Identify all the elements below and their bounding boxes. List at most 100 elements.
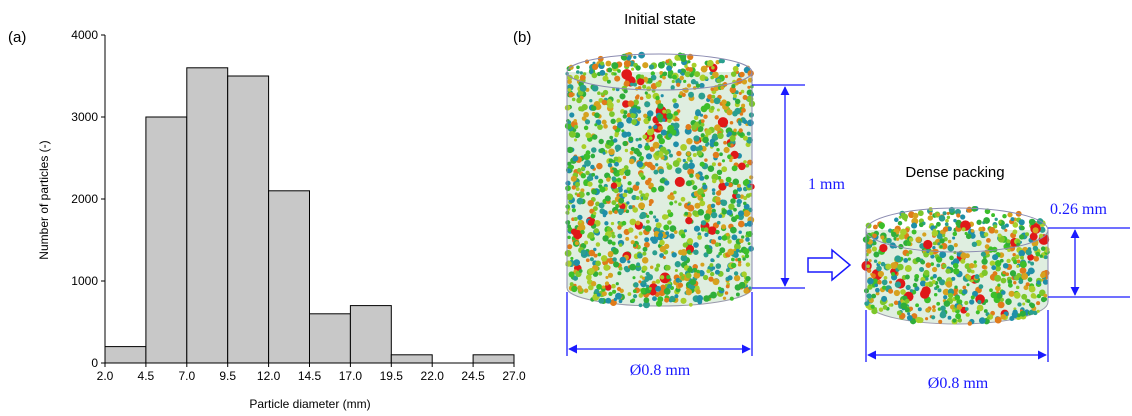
particle <box>991 246 998 253</box>
panel-label: (a) <box>8 29 26 46</box>
particle <box>969 233 976 239</box>
particle <box>897 220 903 226</box>
particle <box>717 162 722 167</box>
particle <box>694 71 701 78</box>
particle <box>932 274 937 279</box>
particle <box>866 268 872 273</box>
x-tick-label: 7.0 <box>178 369 195 383</box>
particle <box>924 282 930 287</box>
particle <box>618 266 623 271</box>
particle <box>911 222 918 229</box>
particle <box>699 200 706 207</box>
particle <box>937 288 942 293</box>
particle <box>622 175 627 180</box>
particle <box>985 237 991 243</box>
particle <box>1039 254 1043 258</box>
particle <box>741 107 746 113</box>
particle <box>733 94 737 98</box>
particle <box>1009 315 1015 322</box>
particle <box>935 256 943 263</box>
particle <box>717 286 722 291</box>
particle <box>597 55 604 62</box>
particle <box>633 55 637 59</box>
particle <box>665 162 670 166</box>
particle <box>669 295 676 302</box>
particle <box>612 289 617 294</box>
particle <box>715 263 722 269</box>
particle <box>872 233 877 239</box>
particle <box>733 243 741 251</box>
particle <box>644 91 648 95</box>
particle <box>687 204 695 212</box>
particle <box>614 133 619 138</box>
particle <box>635 181 640 186</box>
particle <box>874 283 879 288</box>
particle <box>567 244 573 250</box>
y-tick-label: 4000 <box>71 28 98 42</box>
particle <box>908 306 914 311</box>
particle <box>664 214 669 219</box>
particle <box>676 82 681 87</box>
particle <box>927 215 934 221</box>
particle <box>702 274 709 281</box>
particle <box>672 62 677 67</box>
particle <box>564 104 571 111</box>
particle <box>936 213 940 217</box>
particle <box>742 94 748 101</box>
particle <box>942 234 946 238</box>
particle <box>911 229 917 235</box>
particle <box>597 91 601 95</box>
particle <box>657 125 663 131</box>
particle <box>1028 285 1036 293</box>
particle <box>675 77 682 85</box>
particle <box>678 202 682 206</box>
particle <box>655 163 659 167</box>
y-tick-label: 1000 <box>71 274 98 288</box>
particle <box>882 305 888 310</box>
particle <box>720 199 728 207</box>
particle <box>641 276 646 280</box>
particle <box>736 203 741 208</box>
x-tick-label: 17.0 <box>339 369 363 383</box>
particle <box>1025 282 1030 287</box>
particle <box>952 236 956 240</box>
particle <box>744 253 750 259</box>
particle <box>965 233 972 240</box>
particle <box>657 185 665 192</box>
particle <box>748 286 752 290</box>
particle <box>706 247 713 255</box>
particle <box>684 71 691 78</box>
particle <box>697 234 703 240</box>
particle <box>1009 270 1017 277</box>
particle <box>625 236 630 241</box>
particle <box>572 155 579 162</box>
particle <box>610 182 618 189</box>
particle <box>945 268 951 274</box>
particle <box>585 258 590 263</box>
particle <box>1030 293 1036 299</box>
particle <box>666 118 672 123</box>
particle <box>944 222 949 227</box>
particle <box>693 135 700 142</box>
particle <box>576 65 580 70</box>
particle <box>594 288 600 294</box>
particle <box>939 311 947 319</box>
particle <box>1018 219 1025 226</box>
height-label: 0.26 mm <box>1050 201 1107 218</box>
particle <box>699 82 705 89</box>
particle <box>591 105 597 111</box>
particle <box>680 196 686 202</box>
particle <box>989 260 996 267</box>
particle <box>606 258 611 263</box>
particle <box>920 259 926 265</box>
particle <box>655 300 663 307</box>
particle <box>568 92 574 98</box>
particle <box>659 74 663 79</box>
particle <box>667 220 672 225</box>
particle <box>714 115 719 120</box>
particle <box>581 144 587 150</box>
particle <box>746 131 751 136</box>
particle <box>978 317 986 324</box>
particle <box>599 69 606 76</box>
particle <box>631 298 636 302</box>
